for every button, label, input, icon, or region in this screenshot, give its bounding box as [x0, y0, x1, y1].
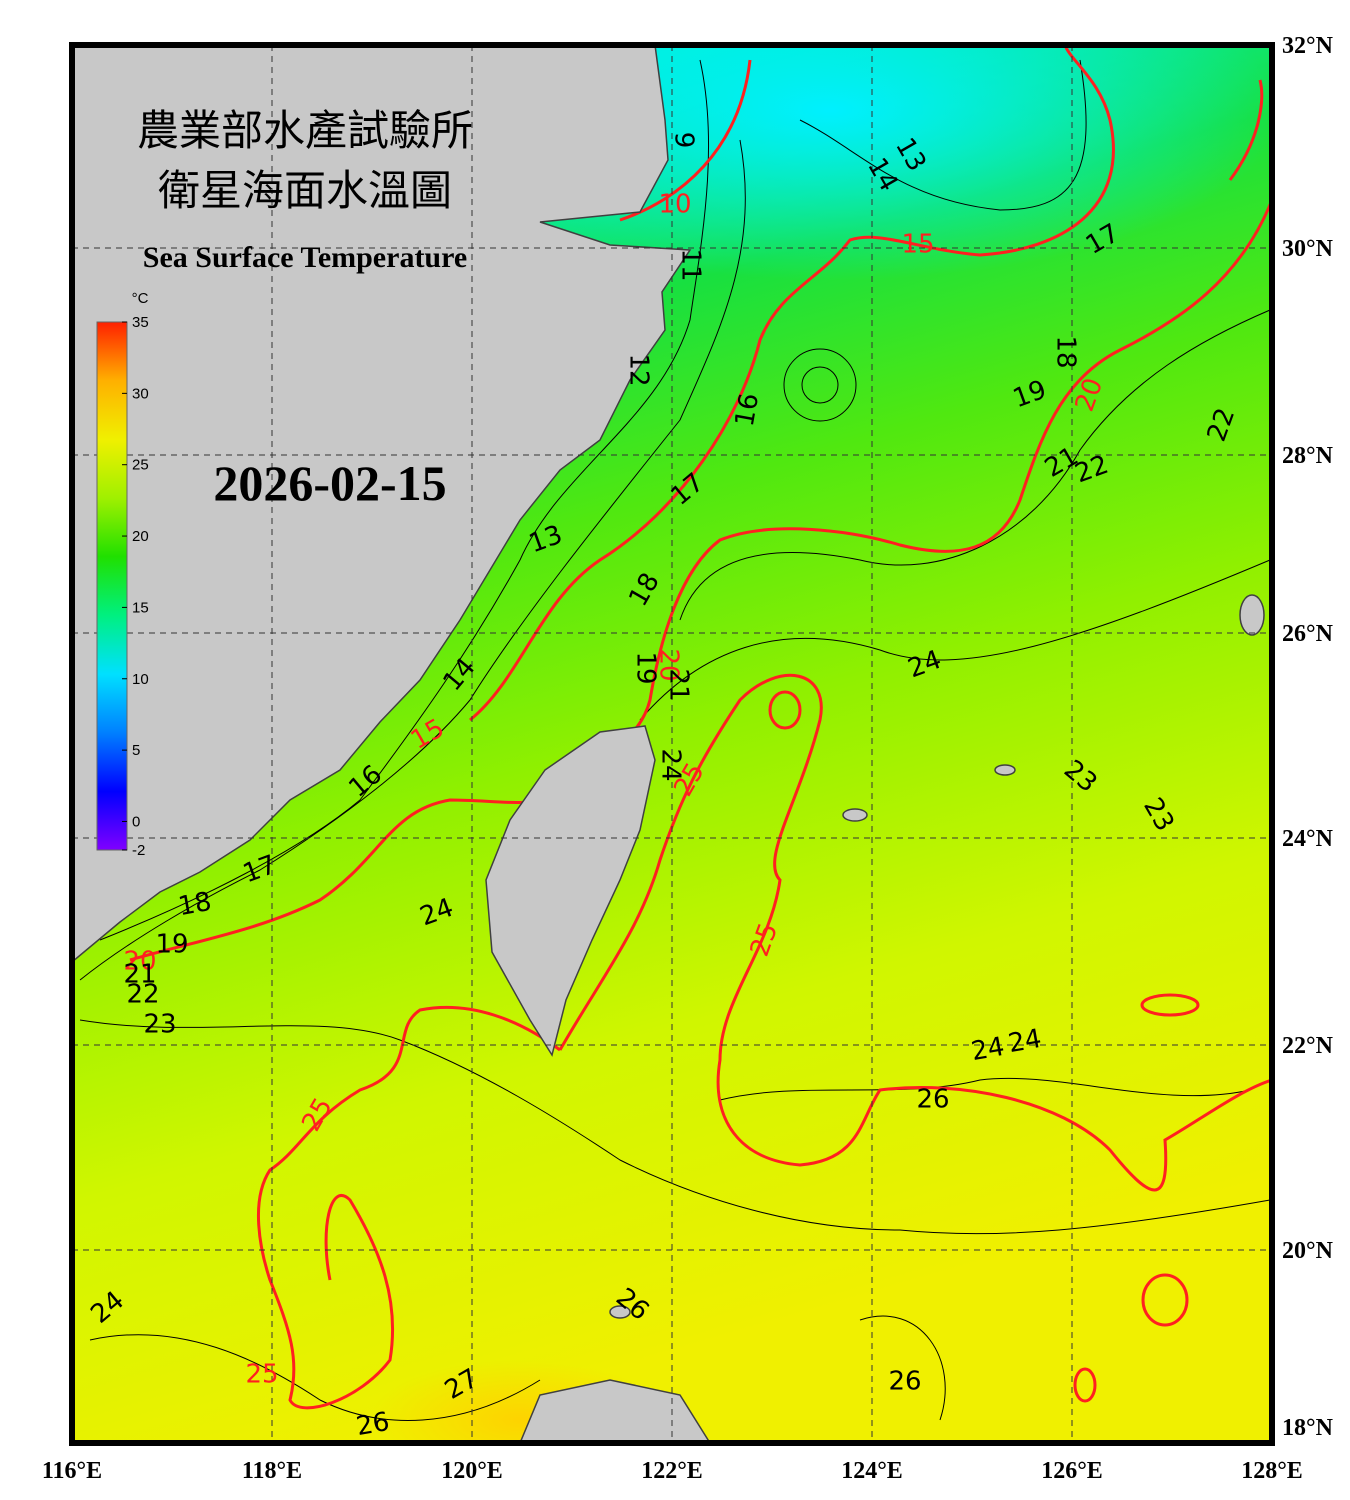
title-zh: 衛星海面水溫圖: [158, 166, 452, 215]
contour-label: 19: [631, 651, 661, 684]
colorbar: [96, 321, 128, 851]
contour-label: 24: [1006, 1024, 1044, 1059]
colorbar-tick-label: -2: [132, 842, 145, 859]
x-tick-label: 128°E: [1241, 1458, 1303, 1484]
contour-label: 20: [123, 947, 156, 977]
x-tick-label: 116°E: [42, 1458, 102, 1484]
island: [842, 808, 868, 822]
contour-label: 18: [1051, 335, 1081, 368]
contour-label: 21: [664, 668, 694, 701]
map-area: [72, 45, 1272, 1443]
contour-label: 20: [654, 648, 684, 681]
contour-label: 9: [669, 132, 699, 149]
isotherms-major: [129, 45, 1272, 1410]
y-tick-label: 30°N: [1282, 236, 1334, 262]
graticule: [72, 45, 1272, 1443]
contour-label: 18: [176, 887, 214, 922]
colorbar-tick-label: 20: [132, 528, 149, 545]
contour-label: 24: [656, 748, 686, 781]
x-tick-label: 118°E: [242, 1458, 302, 1484]
x-tick-label: 124°E: [841, 1458, 903, 1484]
colorbar-tick-label: 0: [132, 813, 140, 830]
colorbar-tick-label: 5: [132, 742, 140, 759]
island: [609, 1305, 631, 1319]
y-tick-label: 32°N: [1282, 33, 1334, 59]
y-tick-label: 24°N: [1282, 826, 1334, 852]
taiwan: [485, 725, 656, 1057]
mainland-china: [72, 45, 692, 963]
y-tick-label: 20°N: [1282, 1238, 1334, 1264]
x-tick-label: 120°E: [441, 1458, 503, 1484]
contour-label: 15: [901, 230, 934, 260]
island: [994, 764, 1016, 776]
y-tick-label: 26°N: [1282, 621, 1334, 647]
land: [72, 45, 1265, 1443]
y-tick-label: 22°N: [1282, 1033, 1334, 1059]
x-tick-label: 122°E: [641, 1458, 703, 1484]
contour-label: 16: [730, 391, 765, 429]
contour-label: 22: [126, 980, 159, 1010]
contour-label: 24: [969, 1032, 1007, 1067]
title-en: Sea Surface Temperature: [143, 241, 467, 274]
contour-label: 26: [916, 1085, 949, 1115]
y-tick-label: 18°N: [1282, 1415, 1334, 1441]
contour-label: 26: [354, 1407, 392, 1442]
luzon: [519, 1379, 711, 1443]
title-zh: 農業部水產試驗所: [137, 106, 473, 155]
contour-label: 10: [658, 190, 691, 220]
contour-label: 12: [624, 353, 654, 386]
island: [1239, 594, 1265, 636]
colorbar-tick-label: 10: [132, 671, 149, 688]
contour-label: 26: [888, 1367, 921, 1397]
colorbar-tick-label: 15: [132, 599, 149, 616]
isotherms-minor: [79, 59, 1271, 1421]
x-tick-label: 126°E: [1041, 1458, 1103, 1484]
colorbar-tick-label: 35: [132, 314, 149, 331]
contour-label: 23: [143, 1010, 176, 1040]
contour-label: 25: [245, 1360, 278, 1390]
colorbar-tick-label: 30: [132, 385, 149, 402]
date: 2026-02-15: [213, 455, 446, 511]
map-frame: [69, 42, 1275, 1446]
contour-label: 21: [123, 960, 156, 990]
contour-label: 19: [155, 930, 188, 960]
colorbar-tick-label: 25: [132, 457, 149, 474]
y-tick-label: 28°N: [1282, 443, 1334, 469]
contour-label: 11: [676, 248, 706, 281]
colorbar-unit: °C: [132, 290, 149, 307]
